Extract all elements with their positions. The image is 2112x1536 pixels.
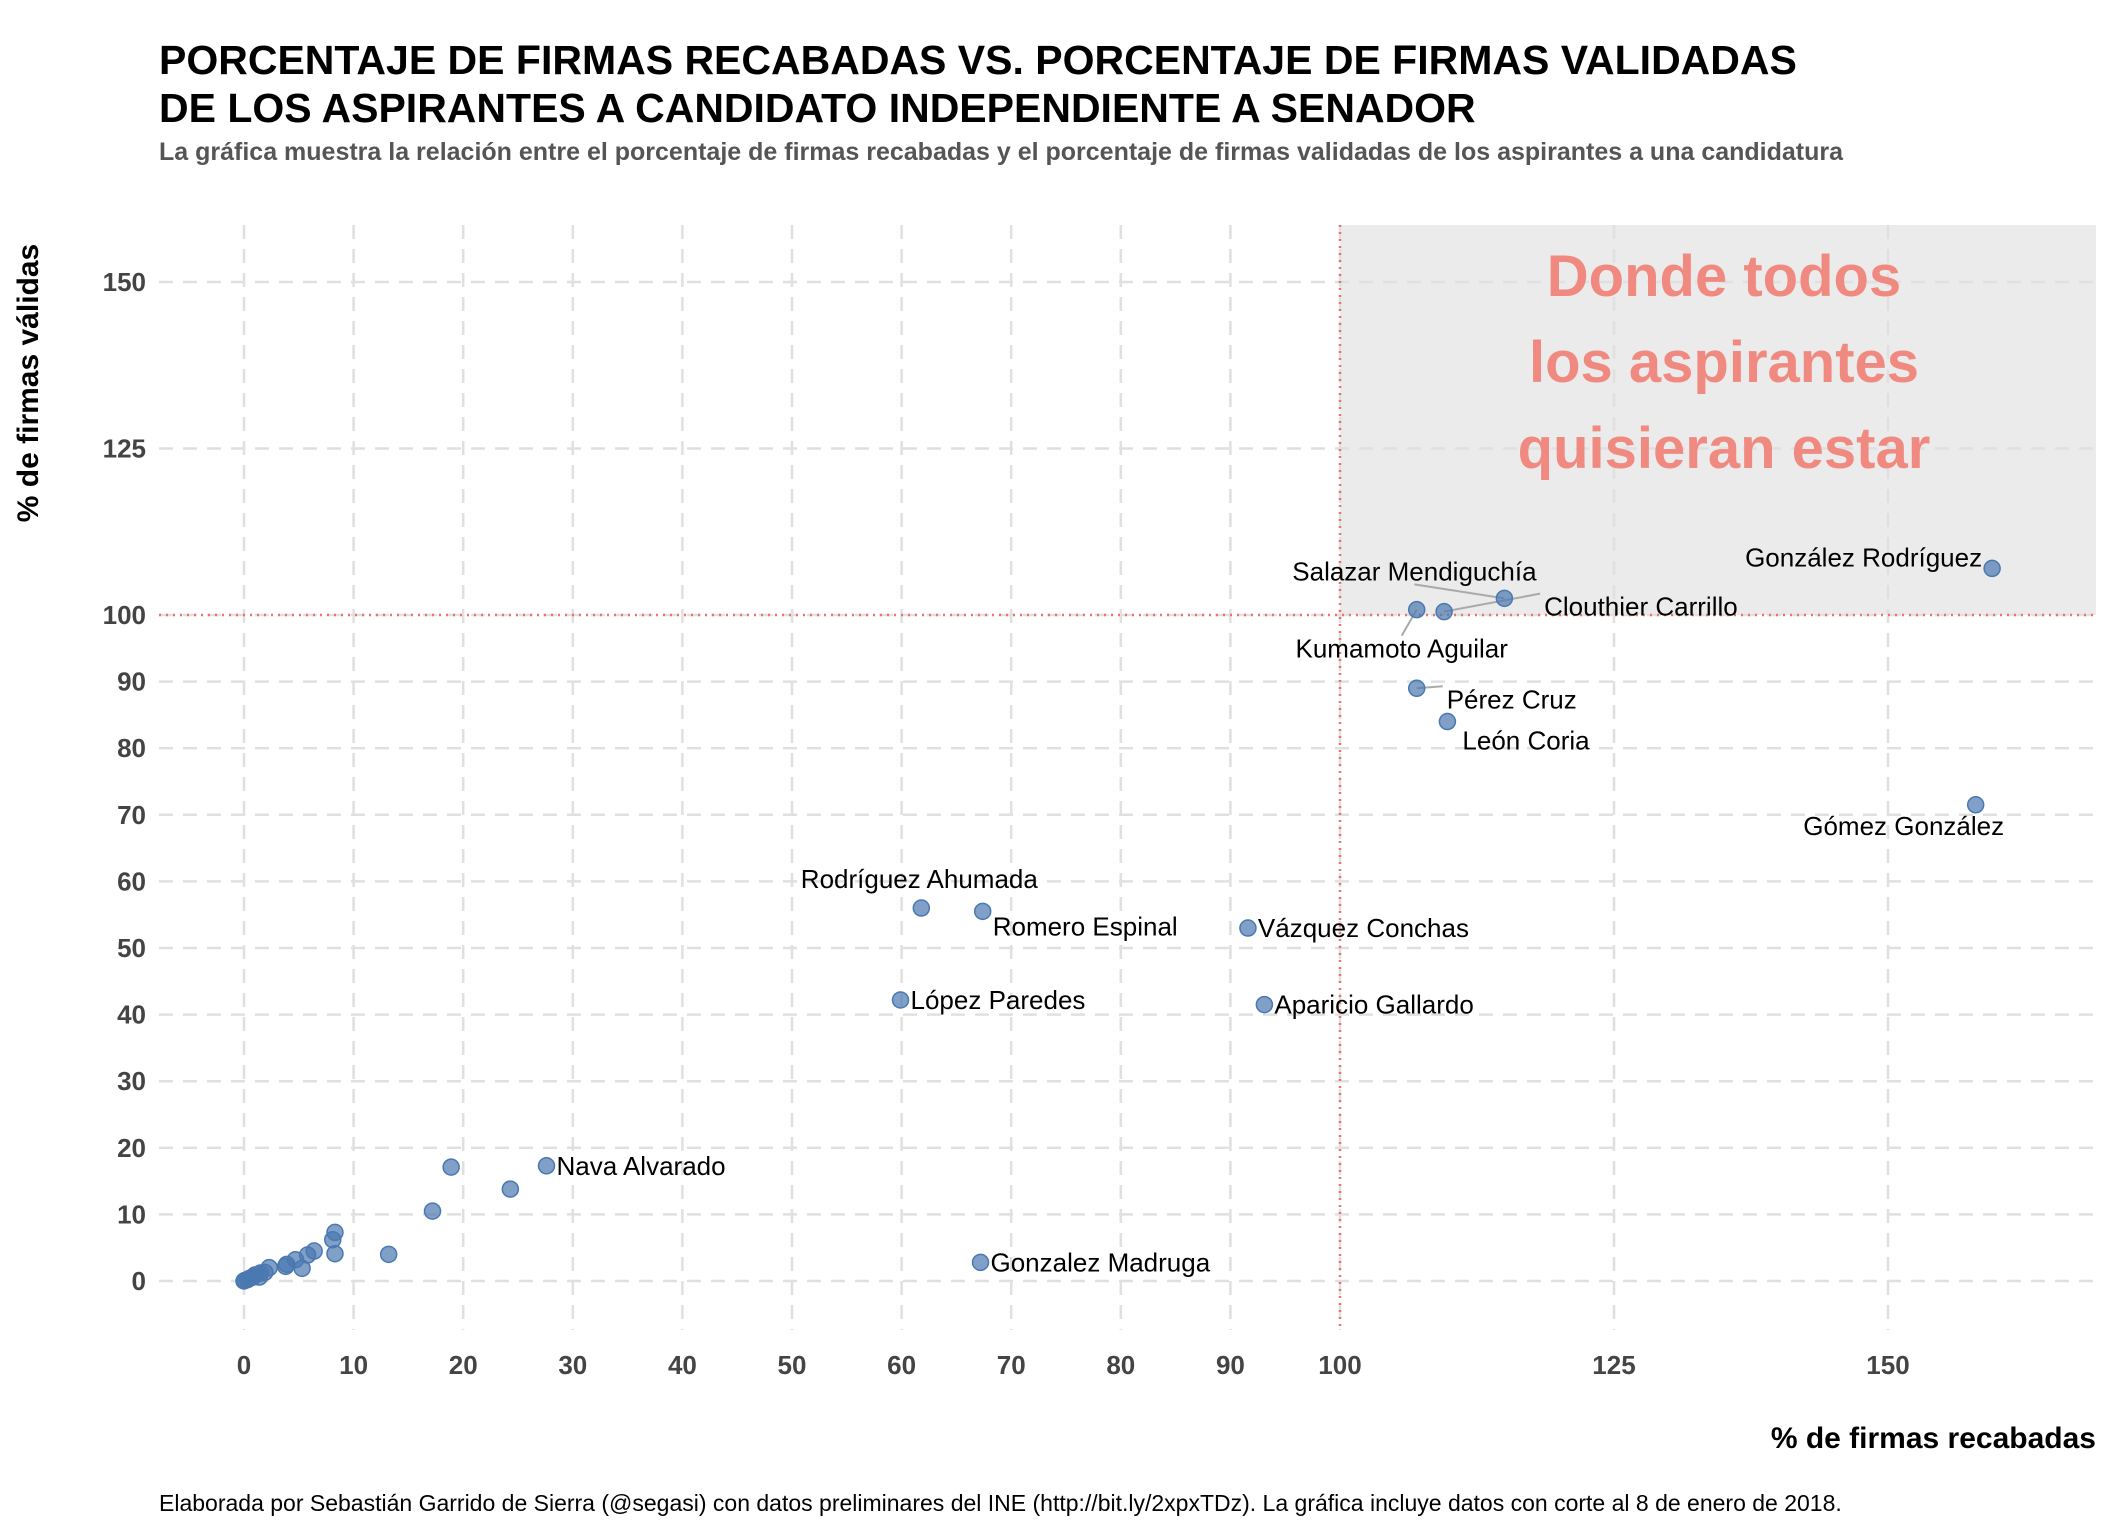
- data-point: [537, 1157, 556, 1175]
- chart-title-line-2: DE LOS ASPIRANTES A CANDIDATO INDEPENDIE…: [159, 85, 1476, 131]
- data-point: [379, 1245, 398, 1264]
- data-point: [973, 902, 992, 921]
- highlight-region: [1340, 225, 2096, 615]
- data-point: [912, 899, 931, 917]
- label-connector: [1414, 583, 1505, 600]
- chart-caption: Elaborada por Sebastián Garrido de Sierr…: [159, 1490, 1842, 1516]
- x-tick-label: 40: [668, 1350, 697, 1380]
- point-label: Rodríguez Ahumada: [801, 864, 1039, 894]
- x-tick-label: 100: [1318, 1350, 1361, 1380]
- y-tick-label: 70: [117, 800, 146, 830]
- point-label: Vázquez Conchas: [1258, 913, 1469, 943]
- point-label: Clouthier Carrillo: [1544, 592, 1738, 622]
- data-point: [235, 1272, 253, 1290]
- point-label: Romero Espinal: [993, 911, 1178, 941]
- data-point: [1495, 589, 1514, 608]
- x-tick-label: 70: [997, 1350, 1026, 1380]
- point-label: González Rodríguez: [1745, 542, 1982, 572]
- chart-title-line-1: PORCENTAJE DE FIRMAS RECABADAS VS. PORCE…: [159, 37, 1797, 83]
- data-point: [326, 1244, 344, 1263]
- points-layer: [235, 559, 2001, 1290]
- x-axis-title: % de firmas recabadas: [1771, 1422, 2096, 1455]
- point-label: León Coria: [1462, 726, 1590, 756]
- data-point: [971, 1253, 990, 1272]
- data-point: [1407, 600, 1426, 619]
- highlight-region-layer: [1340, 225, 2096, 615]
- point-label: Gonzalez Madruga: [991, 1247, 1211, 1277]
- data-point: [1435, 602, 1453, 621]
- y-tick-label: 90: [117, 667, 146, 697]
- data-point: [1983, 559, 2001, 578]
- data-point: [1407, 679, 1426, 698]
- data-point: [1239, 919, 1257, 937]
- x-tick-label: 30: [558, 1350, 587, 1380]
- y-tick-label: 10: [117, 1199, 146, 1229]
- chart-title: PORCENTAJE DE FIRMAS RECABADAS VS. PORCE…: [159, 36, 1797, 132]
- data-point: [891, 991, 910, 1009]
- y-tick-label: 40: [117, 1000, 146, 1030]
- x-tick-label: 60: [887, 1350, 916, 1380]
- x-tick-label: 150: [1866, 1350, 1909, 1380]
- data-point: [423, 1202, 442, 1220]
- chart-subtitle: La gráfica muestra la relación entre el …: [159, 138, 1844, 166]
- y-tick-label: 125: [103, 434, 146, 464]
- y-tick-label: 100: [103, 600, 146, 630]
- annotation-line: quisieran estar: [1518, 416, 1931, 481]
- y-tick-label: 50: [117, 933, 146, 963]
- data-point: [442, 1158, 460, 1176]
- annotation-layer: Donde todos los aspirantes quisieran estar: [1518, 244, 1931, 481]
- data-point: [1438, 712, 1457, 731]
- reference-lines-layer: [159, 225, 2096, 1330]
- point-label: Pérez Cruz: [1447, 684, 1577, 714]
- point-label: Gómez González: [1803, 811, 2004, 841]
- y-tick-label: 30: [117, 1066, 146, 1096]
- x-tick-label: 80: [1106, 1350, 1135, 1380]
- grid-layer: [159, 225, 2096, 1330]
- x-tick-label: 20: [449, 1350, 478, 1380]
- y-tick-label: 80: [117, 733, 146, 763]
- x-tick-label: 90: [1216, 1350, 1245, 1380]
- annotation-line: los aspirantes: [1529, 330, 1919, 395]
- x-tick-label: 0: [237, 1350, 251, 1380]
- x-tick-label: 50: [778, 1350, 807, 1380]
- point-label: Kumamoto Aguilar: [1295, 634, 1508, 664]
- label-connector: [1443, 592, 1541, 613]
- annotation-line: Donde todos: [1547, 244, 1901, 309]
- y-tick-label: 150: [103, 267, 146, 297]
- data-point: [1255, 995, 1274, 1014]
- data-point: [501, 1180, 520, 1198]
- x-tick-label: 125: [1592, 1350, 1635, 1380]
- y-axis-title: % de firmas válidas: [12, 244, 45, 522]
- data-point: [293, 1259, 311, 1278]
- x-tick-label: 10: [339, 1350, 368, 1380]
- tick-labels-layer: 0 10 20 30 40 50 60 70 80 90 100 125 150 0 10 20 30 40 50 6…: [103, 267, 1910, 1380]
- point-label: Aparicio Gallardo: [1274, 990, 1473, 1020]
- data-point: [276, 1257, 295, 1276]
- point-label: Nava Alvarado: [556, 1151, 725, 1181]
- data-point: [1966, 796, 1985, 814]
- point-label: López Paredes: [911, 985, 1086, 1015]
- y-tick-label: 20: [117, 1133, 146, 1163]
- y-tick-label: 60: [117, 866, 146, 896]
- point-labels-layer: González Rodríguez Salazar MendiguchíaClo…: [556, 542, 2004, 1277]
- y-tick-label: 0: [132, 1266, 146, 1296]
- point-label: Salazar Mendiguchía: [1292, 556, 1537, 586]
